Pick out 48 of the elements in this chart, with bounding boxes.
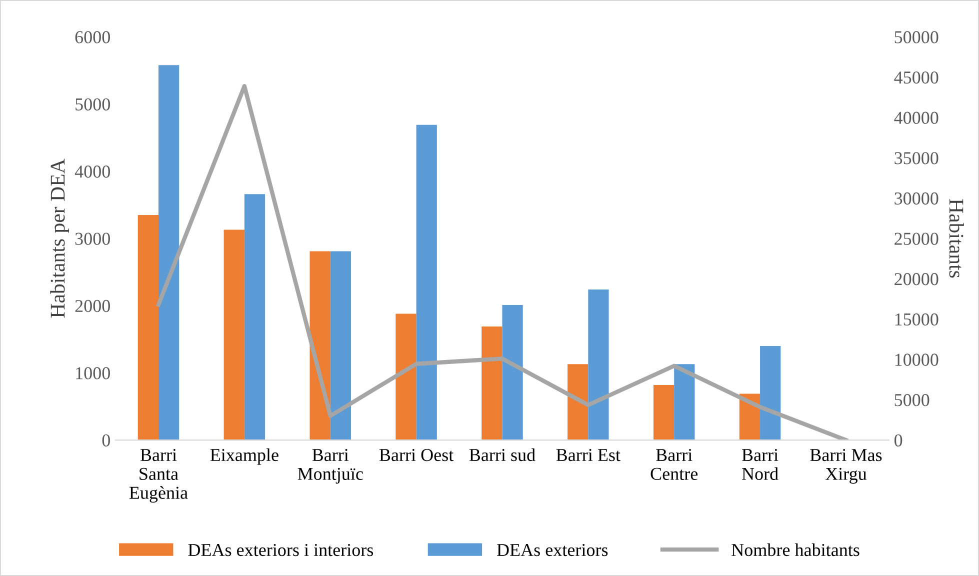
x-tick-label: Barri Oest bbox=[379, 448, 454, 462]
bar bbox=[568, 364, 588, 440]
y2-tick-label: 10000 bbox=[895, 354, 938, 366]
y-tick-label: 1000 bbox=[76, 367, 110, 380]
bar bbox=[158, 65, 180, 440]
x-tick-label: Barri Est bbox=[556, 448, 620, 462]
y-tick-label: 4000 bbox=[74, 166, 110, 178]
y2-tick-label: 45000 bbox=[894, 71, 938, 84]
bar bbox=[396, 314, 416, 440]
line-series bbox=[156, 84, 848, 440]
y2-tick-label: 25000 bbox=[894, 232, 938, 245]
legend-label: Nombre habitants bbox=[732, 543, 860, 556]
y2-tick-label: 15000 bbox=[895, 313, 938, 326]
y2-tick-label: 50000 bbox=[894, 31, 938, 44]
bar bbox=[138, 214, 158, 440]
legend-label: DEAs exteriors bbox=[496, 544, 608, 556]
bar bbox=[653, 384, 674, 440]
y2-tick-label: 5000 bbox=[894, 394, 930, 406]
bar bbox=[588, 290, 609, 440]
bar bbox=[482, 326, 502, 440]
bar bbox=[674, 364, 695, 440]
y2-tick-label: 0 bbox=[894, 434, 902, 447]
bar bbox=[416, 124, 437, 440]
x-tick-label: Barri Centre bbox=[650, 448, 698, 480]
y2-tick-label: 40000 bbox=[894, 112, 938, 124]
bar bbox=[310, 251, 330, 440]
bar bbox=[502, 304, 523, 440]
y-tick-label: 3000 bbox=[75, 232, 110, 245]
x-tick-label: Barri Mas Xirgu bbox=[810, 448, 882, 484]
bar bbox=[244, 194, 266, 440]
y2-tick-label: 30000 bbox=[894, 192, 938, 205]
y2-tick-label: 20000 bbox=[894, 273, 938, 286]
x-tick-label: Eixample bbox=[210, 448, 278, 465]
x-tick-label: Barri Santa Eugènia bbox=[129, 448, 188, 503]
bar bbox=[330, 251, 351, 440]
y2-axis-title: Habitants bbox=[949, 199, 964, 278]
x-tick-label: Barri sud bbox=[469, 448, 536, 462]
y-tick-label: 5000 bbox=[76, 98, 110, 111]
y-tick-label: 2000 bbox=[75, 300, 110, 312]
bar bbox=[760, 346, 781, 440]
bar bbox=[224, 230, 244, 440]
y-tick-label: 0 bbox=[102, 434, 110, 447]
y2-tick-label: 35000 bbox=[894, 152, 938, 164]
x-tick-label: Barri Nord bbox=[742, 448, 778, 480]
x-tick-label: Barri Montjuïc bbox=[298, 448, 363, 484]
y-axis-title: Habitants per DEA bbox=[50, 158, 69, 318]
legend-label: DEAs exteriors i interiors bbox=[188, 544, 374, 556]
y-tick-label: 6000 bbox=[75, 31, 110, 44]
